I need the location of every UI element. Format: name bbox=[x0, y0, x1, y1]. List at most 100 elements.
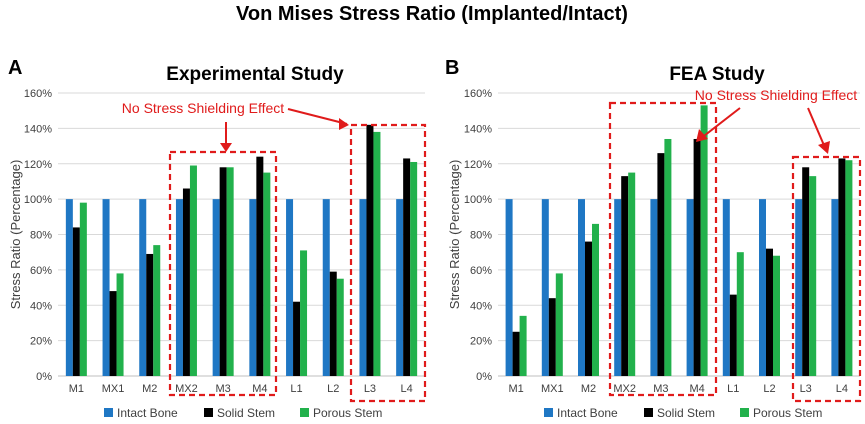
figure-title: Von Mises Stress Ratio (Implanted/Intact… bbox=[236, 3, 628, 25]
annotation-arrow-1 bbox=[699, 107, 741, 140]
y-tick-label: 160% bbox=[24, 88, 52, 100]
bar-solid-stem-l4 bbox=[838, 158, 846, 376]
bar-solid-stem-mx1 bbox=[109, 291, 117, 376]
bar-solid-stem-m2 bbox=[146, 253, 154, 376]
bar-intact-bone-m3 bbox=[212, 199, 220, 376]
y-tick-label: 140% bbox=[24, 123, 52, 135]
bar-porous-stem-m1 bbox=[519, 315, 527, 376]
bar-porous-stem-l2 bbox=[336, 278, 344, 376]
x-tick-label: L3 bbox=[800, 383, 812, 395]
x-tick-label: MX2 bbox=[613, 383, 636, 395]
annotation-arrow-2 bbox=[287, 108, 348, 125]
bar-intact-bone-mx1 bbox=[541, 199, 549, 376]
bar-porous-stem-mx2 bbox=[189, 165, 197, 376]
bar-solid-stem-m1 bbox=[512, 331, 520, 376]
annotation-arrowhead-1 bbox=[696, 129, 708, 142]
bar-solid-stem-l1 bbox=[293, 301, 301, 376]
annotation-arrow-2 bbox=[807, 107, 827, 151]
highlight-box-2 bbox=[349, 123, 427, 403]
y-tick-label: 80% bbox=[30, 230, 52, 242]
bar-porous-stem-mx2 bbox=[628, 172, 636, 376]
bar-solid-stem-m3 bbox=[657, 153, 665, 376]
bar-intact-bone-l2 bbox=[322, 199, 330, 376]
y-tick-label: 120% bbox=[24, 159, 52, 171]
bar-solid-stem-mx1 bbox=[548, 298, 556, 376]
y-tick-label: 20% bbox=[30, 336, 52, 348]
highlight-box-2 bbox=[791, 155, 862, 403]
bar-porous-stem-l4 bbox=[845, 160, 853, 376]
annotation-text: No Stress Shielding Effect bbox=[122, 100, 284, 116]
bar-solid-stem-l2 bbox=[329, 271, 337, 376]
bar-intact-bone-l3 bbox=[795, 199, 803, 376]
y-axis-label: Stress Ratio (Percentage) bbox=[447, 160, 462, 310]
x-tick-label: L4 bbox=[836, 383, 848, 395]
bar-intact-bone-l4 bbox=[396, 199, 404, 376]
x-tick-label: M3 bbox=[216, 383, 231, 395]
y-tick-label: 40% bbox=[30, 300, 52, 312]
legend-label-solid-stem: Solid Stem bbox=[217, 406, 275, 420]
y-tick-label: 120% bbox=[464, 159, 492, 171]
x-tick-label: M4 bbox=[689, 383, 704, 395]
annotation-arrowhead-2 bbox=[818, 141, 830, 154]
x-tick-label: M4 bbox=[252, 383, 267, 395]
bar-solid-stem-mx2 bbox=[621, 176, 629, 376]
bar-solid-stem-l3 bbox=[802, 167, 810, 376]
x-tick-label: L2 bbox=[763, 383, 775, 395]
bar-porous-stem-l2 bbox=[773, 255, 780, 376]
bar-intact-bone-m3 bbox=[650, 199, 658, 376]
legend-label-intact-bone: Intact Bone bbox=[117, 406, 178, 420]
bar-porous-stem-m4 bbox=[700, 105, 708, 376]
annotation-text: No Stress Shielding Effect bbox=[695, 87, 857, 103]
bar-porous-stem-mx1 bbox=[116, 273, 124, 376]
bar-solid-stem-l3 bbox=[366, 124, 374, 377]
y-tick-label: 160% bbox=[464, 88, 492, 100]
panel-label: B bbox=[445, 57, 459, 79]
bar-solid-stem-m4 bbox=[693, 138, 701, 376]
x-tick-label: MX1 bbox=[541, 383, 564, 395]
legend-swatch-intact-bone bbox=[104, 408, 113, 417]
bar-intact-bone-m1 bbox=[65, 199, 73, 376]
y-tick-label: 40% bbox=[470, 300, 492, 312]
x-tick-label: L1 bbox=[727, 383, 739, 395]
y-tick-label: 140% bbox=[464, 123, 492, 135]
bar-intact-bone-mx2 bbox=[614, 199, 622, 376]
panel-b: B FEA Study 0% 20% 40% 60% 80% 100% 120% 140% 160%… bbox=[445, 57, 862, 420]
bar-porous-stem-m4 bbox=[263, 172, 271, 376]
bar-intact-bone-m2 bbox=[139, 199, 147, 376]
y-tick-label: 20% bbox=[470, 336, 492, 348]
bar-solid-stem-mx2 bbox=[182, 188, 190, 376]
legend-swatch-porous-stem bbox=[740, 408, 749, 417]
legend-label-intact-bone: Intact Bone bbox=[557, 406, 618, 420]
bar-porous-stem-m1 bbox=[79, 202, 87, 376]
bar-porous-stem-m2 bbox=[592, 223, 599, 376]
bar-intact-bone-l4 bbox=[831, 199, 839, 376]
x-tick-label: MX1 bbox=[102, 383, 125, 395]
bar-porous-stem-l3 bbox=[373, 131, 381, 376]
legend-swatch-porous-stem bbox=[300, 408, 309, 417]
bar-solid-stem-m2 bbox=[585, 241, 592, 376]
bar-solid-stem-l4 bbox=[403, 158, 411, 376]
legend-label-porous-stem: Porous Stem bbox=[313, 406, 382, 420]
bar-porous-stem-mx1 bbox=[555, 273, 563, 376]
annotation-arrowhead-2 bbox=[339, 118, 349, 130]
y-tick-label: 0% bbox=[476, 371, 492, 383]
panel-a: A Experimental Study 0% 20% 40% 60% 80% 100% 120… bbox=[8, 57, 427, 420]
x-tick-label: L1 bbox=[290, 383, 302, 395]
bar-intact-bone-m4 bbox=[249, 199, 257, 376]
bar-solid-stem-m4 bbox=[256, 156, 264, 376]
bar-intact-bone-l1 bbox=[286, 199, 294, 376]
bar-intact-bone-mx1 bbox=[102, 199, 110, 376]
y-tick-label: 60% bbox=[470, 265, 492, 277]
y-tick-label: 100% bbox=[464, 194, 492, 206]
bar-porous-stem-l1 bbox=[736, 252, 744, 376]
x-tick-label: M2 bbox=[581, 383, 596, 395]
panel-label: A bbox=[8, 57, 22, 79]
legend-swatch-intact-bone bbox=[544, 408, 553, 417]
bar-solid-stem-m1 bbox=[72, 227, 80, 376]
y-axis-label: Stress Ratio (Percentage) bbox=[8, 160, 23, 310]
legend-swatch-solid-stem bbox=[644, 408, 653, 417]
panel-title: FEA Study bbox=[669, 64, 765, 85]
y-tick-label: 0% bbox=[36, 371, 52, 383]
bar-intact-bone-l3 bbox=[359, 199, 367, 376]
